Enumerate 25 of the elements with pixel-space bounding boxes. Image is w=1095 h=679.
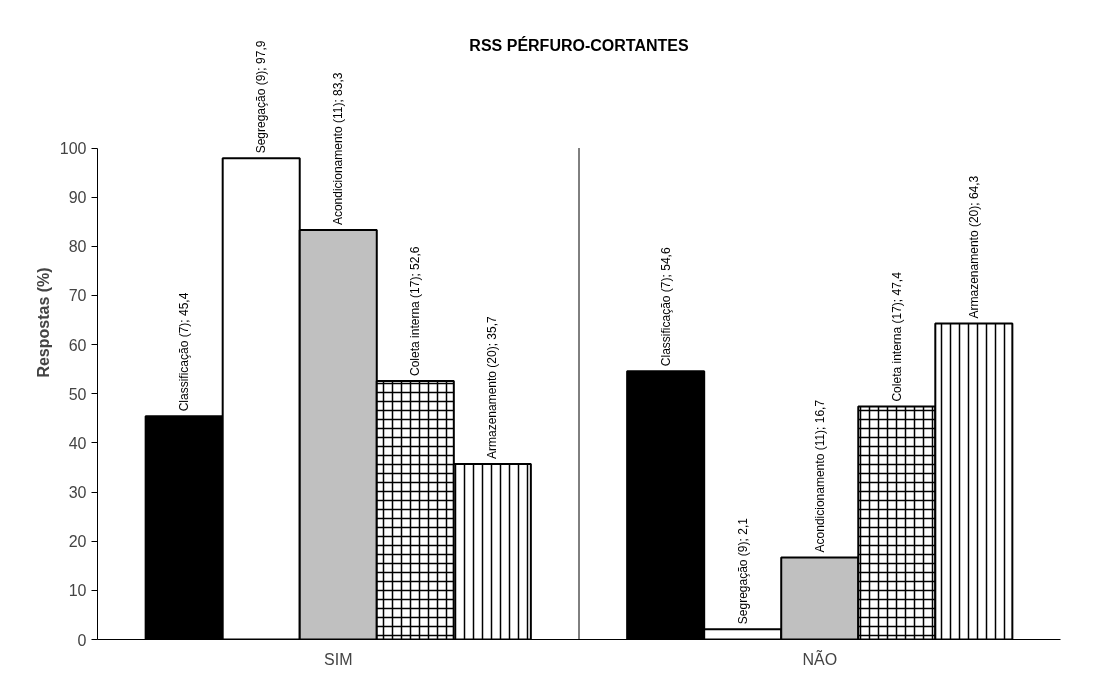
y-tick-label: 40: [68, 434, 87, 452]
y-tick-label: 30: [68, 484, 87, 502]
data-label: Segregação (9); 97,9: [254, 40, 269, 154]
y-tick-label: 60: [68, 336, 87, 354]
data-label: Coleta interna (17); 52,6: [408, 246, 423, 376]
data-label: Coleta interna (17); 47,4: [889, 271, 904, 402]
x-tick-label: NÃO: [802, 648, 838, 668]
chart-title: RSS PÉRFURO-CORTANTES: [469, 35, 689, 54]
x-tick-label: SIM: [324, 650, 353, 668]
data-label: Armazenamento (20); 35,7: [485, 315, 500, 460]
y-tick-label: 80: [68, 238, 87, 256]
data-label: Segregação (9); 2,1: [735, 517, 750, 625]
data-label: Classificação (7); 45,4: [177, 292, 192, 412]
data-label: Armazenamento (20); 64,3: [966, 175, 981, 319]
y-tick-label: 100: [59, 140, 87, 158]
y-tick-label: 0: [77, 631, 87, 649]
data-label: Classificação (7); 54,6: [658, 247, 673, 367]
data-label: Acondicionamento (11); 83,3: [331, 72, 346, 226]
data-label: Acondicionamento (11); 16,7: [812, 399, 827, 553]
y-tick-label: 70: [68, 287, 87, 305]
y-tick-label: 50: [68, 385, 87, 403]
y-tick-label: 20: [68, 533, 87, 551]
y-tick-label: 10: [68, 582, 87, 600]
y-axis-title: Respostas (%): [34, 267, 52, 378]
y-tick-label: 90: [68, 189, 87, 207]
